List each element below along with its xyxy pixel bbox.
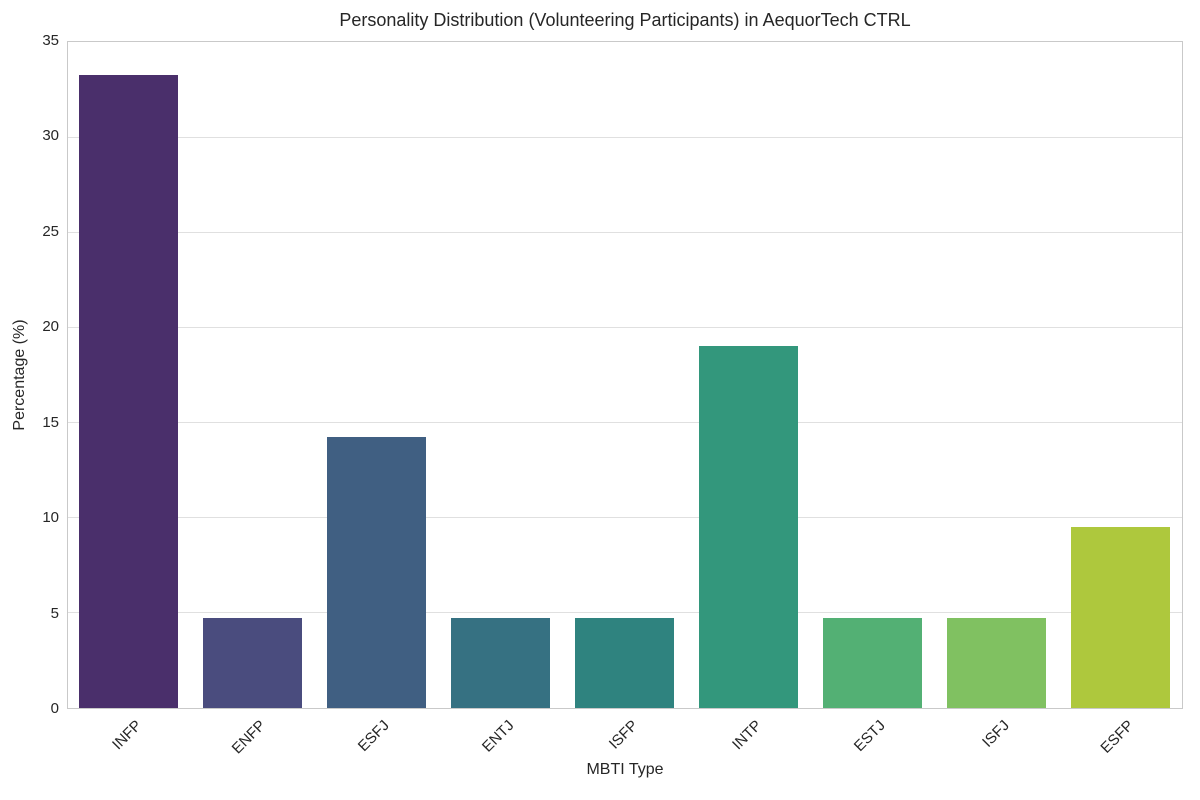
x-tick-label-ESTJ: ESTJ [851, 717, 890, 755]
x-tick-label-ENTJ: ENTJ [478, 717, 518, 756]
bar-ENFP [202, 617, 303, 708]
bar-INTP [698, 346, 799, 708]
gridline-y-30 [68, 137, 1182, 138]
bar-ENTJ [450, 617, 551, 708]
x-tick-label-ENFP: ENFP [228, 717, 270, 758]
chart-title: Personality Distribution (Volunteering P… [339, 10, 911, 30]
y-tick-label-35: 35 [42, 32, 59, 49]
x-axis-label: MBTI Type [586, 761, 664, 778]
y-tick-label-10: 10 [42, 509, 59, 527]
plot-area [67, 41, 1183, 709]
bar-ESFP [1070, 527, 1171, 708]
y-tick-label-5: 5 [50, 604, 59, 622]
y-tick-label-20: 20 [42, 318, 59, 336]
bar-ESTJ [822, 617, 923, 708]
bar-ESFJ [326, 436, 427, 708]
gridline-y-5 [68, 612, 1182, 613]
x-tick-label-ESFP: ESFP [1097, 717, 1138, 757]
y-tick-label-25: 25 [42, 222, 59, 240]
gridline-y-25 [68, 232, 1182, 233]
x-tick-label-ISFJ: ISFJ [979, 717, 1014, 751]
bar-ISFJ [946, 617, 1047, 708]
y-tick-label-0: 0 [50, 700, 59, 717]
gridline-y-10 [68, 517, 1182, 518]
gridline-y-15 [68, 422, 1182, 423]
x-tick-label-INFP: INFP [108, 717, 146, 754]
bar-INFP [78, 74, 179, 708]
x-tick-label-INTP: INTP [728, 717, 766, 754]
x-tick-label-ESFJ: ESFJ [355, 717, 394, 755]
bar-ISFP [574, 617, 675, 708]
gridline-y-20 [68, 327, 1182, 328]
x-tick-label-ISFP: ISFP [605, 717, 642, 753]
y-tick-label-15: 15 [42, 413, 59, 431]
y-tick-label-30: 30 [42, 127, 59, 145]
